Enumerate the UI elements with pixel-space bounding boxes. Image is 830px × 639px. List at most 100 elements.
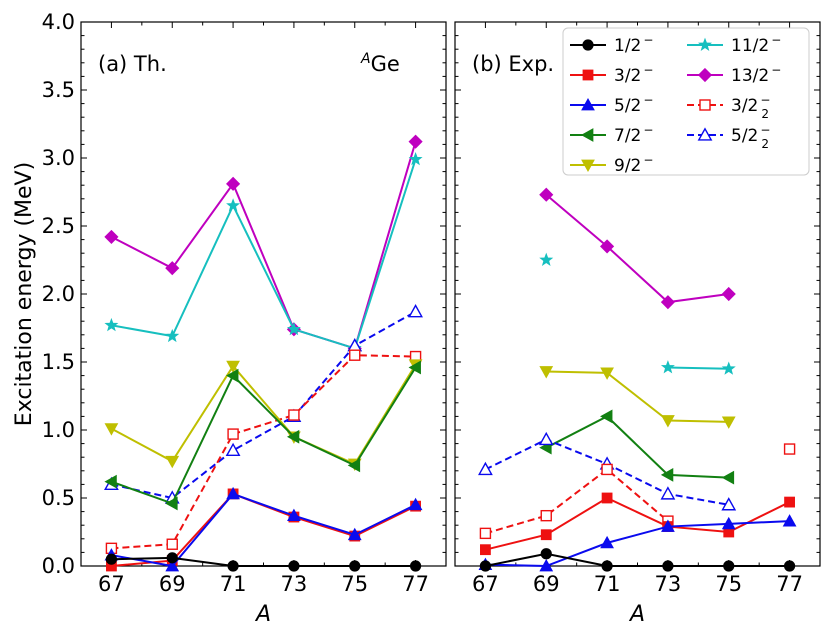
series-line-seven bbox=[545, 415, 729, 479]
legend-item-thirteen: 13/2− bbox=[687, 63, 781, 86]
legend-label-nine: 9/2− bbox=[614, 153, 653, 176]
data-point-five bbox=[600, 535, 614, 549]
x-tick-label: 67 bbox=[98, 572, 125, 596]
panel-a-theory: 67 69 71 73 75 77 A (a) Th. AGe bbox=[80, 21, 447, 627]
data-point-five2 bbox=[347, 338, 363, 352]
data-point-eleven bbox=[286, 322, 301, 336]
data-point-seven bbox=[104, 474, 117, 489]
x-tick-label: 71 bbox=[220, 572, 247, 596]
legend-box bbox=[562, 27, 810, 176]
series-line-half bbox=[111, 556, 416, 567]
y-tick-label: 1.0 bbox=[42, 418, 75, 442]
series-nine bbox=[539, 366, 736, 429]
data-point-five bbox=[226, 486, 240, 500]
y-tick-label: 3.5 bbox=[42, 78, 75, 102]
legend-item-five2: 5/2−2 bbox=[687, 123, 770, 151]
nucleus-label: AGe bbox=[360, 51, 400, 76]
x-tick-label: 75 bbox=[715, 572, 742, 596]
data-point-seven bbox=[347, 458, 361, 473]
data-point-nine bbox=[226, 360, 240, 374]
legend-marker-three bbox=[582, 69, 594, 81]
data-point-thirteen bbox=[660, 295, 675, 310]
data-point-eleven bbox=[721, 361, 736, 375]
series-thirteen bbox=[539, 187, 736, 310]
data-point-seven bbox=[600, 409, 613, 424]
series-line-five2 bbox=[111, 310, 417, 500]
data-point-five bbox=[347, 527, 362, 541]
data-point-thirteen bbox=[408, 134, 423, 149]
legend-marker-eleven bbox=[698, 37, 712, 51]
x-axis-title: A bbox=[254, 602, 271, 627]
data-point-eleven bbox=[660, 360, 675, 374]
series-line-eleven bbox=[667, 366, 729, 370]
data-point-nine bbox=[721, 416, 736, 429]
series-nine bbox=[104, 359, 423, 472]
data-point-nine bbox=[661, 415, 675, 428]
data-point-half bbox=[783, 560, 796, 572]
data-point-half bbox=[479, 560, 492, 572]
data-point-five2 bbox=[225, 442, 241, 457]
x-tick-label: 71 bbox=[594, 572, 621, 596]
legend-item-three2: 3/2−2 bbox=[687, 93, 770, 121]
y-tick-label: 0.5 bbox=[42, 486, 75, 510]
legend-marker-thirteen bbox=[697, 67, 713, 83]
data-point-three bbox=[601, 492, 613, 504]
data-point-half bbox=[349, 560, 361, 572]
legend: 1/2 − 3/2 − 5/2 − 7/2 − 9/2 − 11/2 − 13/2 − 3/2−25/2−2 bbox=[562, 27, 810, 176]
data-point-three bbox=[540, 529, 552, 541]
x-tick-label: 69 bbox=[533, 572, 560, 596]
legend-label-five: 5/2− bbox=[614, 93, 653, 116]
series-half bbox=[479, 548, 796, 572]
data-point-five bbox=[408, 497, 423, 511]
series-eleven bbox=[104, 152, 423, 355]
data-point-five bbox=[539, 558, 554, 572]
data-point-five2 bbox=[408, 304, 423, 318]
series-three bbox=[480, 492, 795, 556]
x-tick-label: 77 bbox=[402, 572, 429, 596]
series-three2 bbox=[783, 443, 796, 455]
data-point-half bbox=[105, 553, 118, 565]
series-line-nine bbox=[110, 364, 417, 466]
y-tick-label: 1.5 bbox=[42, 350, 75, 374]
series-line-half bbox=[485, 552, 790, 567]
data-point-thirteen bbox=[104, 229, 119, 244]
data-point-eleven bbox=[226, 198, 241, 212]
legend-item-three: 3/2− bbox=[570, 63, 653, 86]
data-point-seven bbox=[165, 496, 178, 511]
series-thirteen bbox=[104, 134, 423, 356]
data-point-nine bbox=[600, 367, 614, 380]
data-point-half bbox=[723, 560, 735, 572]
series-line-thirteen bbox=[545, 193, 729, 304]
legend-marker-three2 bbox=[699, 99, 711, 111]
panel-b-experiment: 67 69 71 73 75 77 A (b) Exp. bbox=[454, 21, 821, 627]
legend-label-eleven: 11/2− bbox=[731, 33, 781, 56]
x-tick-label: 69 bbox=[159, 572, 186, 596]
data-point-five2 bbox=[538, 431, 554, 446]
data-point-thirteen bbox=[721, 286, 736, 302]
series-line-five bbox=[485, 520, 790, 568]
series-line-three2 bbox=[111, 354, 416, 550]
legend-label-three: 3/2− bbox=[614, 63, 653, 86]
y-tick-label: 0.0 bbox=[42, 554, 75, 578]
x-axis-title: A bbox=[628, 602, 645, 627]
y-axis: 0.0 0.5 1.0 1.5 2.0 2.5 3.0 3.5 4.0 Excitation en… bbox=[12, 10, 75, 578]
legend-label-seven: 7/2− bbox=[614, 123, 653, 146]
data-point-thirteen bbox=[165, 261, 180, 276]
data-point-five2 bbox=[660, 486, 676, 500]
series-eleven bbox=[660, 360, 736, 375]
series-seven bbox=[104, 360, 421, 511]
panel-label-a: (a) Th. bbox=[98, 52, 167, 76]
y-tick-label: 4.0 bbox=[42, 10, 75, 34]
data-point-half bbox=[540, 548, 552, 560]
series-line-thirteen bbox=[110, 141, 417, 350]
data-point-three2 bbox=[349, 349, 361, 361]
data-point-three2 bbox=[288, 409, 300, 421]
y-tick-label: 2.0 bbox=[42, 282, 75, 306]
legend-item-eleven: 11/2− bbox=[687, 33, 781, 56]
x-tick-label: 73 bbox=[281, 572, 308, 596]
series-three2 bbox=[479, 463, 674, 540]
data-point-three2 bbox=[601, 463, 613, 476]
data-point-three2 bbox=[166, 538, 178, 550]
legend-label-thirteen: 13/2− bbox=[731, 63, 781, 86]
